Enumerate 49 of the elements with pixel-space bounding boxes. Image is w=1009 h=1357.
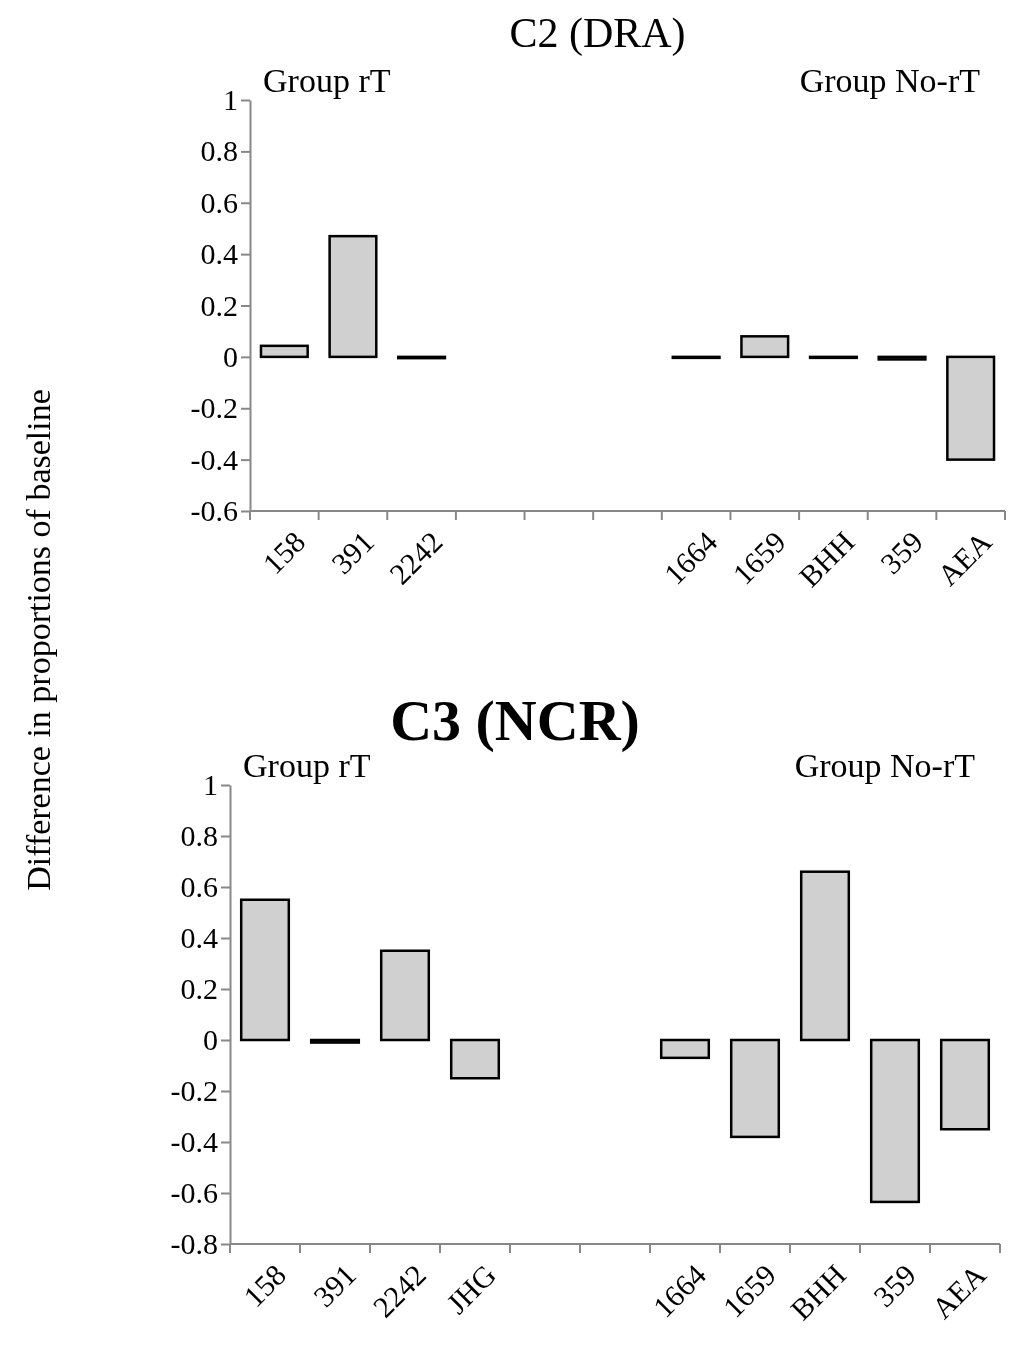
- x-tick-label: 391: [306, 1257, 363, 1313]
- bar: [659, 1038, 711, 1060]
- bar: [740, 335, 790, 359]
- y-tick-label: 1: [223, 83, 238, 117]
- y-tick-label: -0.2: [190, 391, 238, 425]
- x-tick-label: 391: [324, 524, 381, 580]
- y-tick-label: 0.8: [180, 819, 218, 853]
- bar: [799, 870, 851, 1042]
- chart-title: C3 (NCR): [390, 688, 640, 753]
- chart-title: C2 (DRA): [509, 10, 686, 57]
- bar: [449, 1038, 501, 1080]
- text: Group rT: [243, 747, 371, 784]
- x-tick-label: 158: [256, 524, 312, 580]
- bar: [259, 344, 309, 359]
- bar: [869, 1038, 921, 1204]
- bar: [877, 355, 927, 361]
- bar: [239, 898, 291, 1042]
- y-tick-label: 0.4: [180, 921, 218, 955]
- x-tick-label: 359: [866, 1257, 923, 1313]
- y-tick-label: 0.6: [180, 870, 218, 904]
- y-tick-label: 0.8: [200, 134, 238, 168]
- y-tick-label: -0.4: [190, 442, 238, 476]
- x-tick-label: JHG: [439, 1257, 503, 1320]
- text: Group No-rT: [799, 62, 981, 99]
- bar: [939, 1038, 991, 1131]
- y-tick-label: -0.4: [170, 1125, 218, 1159]
- y-tick-label: 0: [223, 339, 238, 373]
- bar: [379, 949, 431, 1042]
- y-tick-label: -0.2: [170, 1074, 218, 1108]
- text: Group No-rT: [794, 747, 976, 784]
- y-tick-label: -0.6: [190, 494, 238, 528]
- y-axis-title: Difference in proportions of baseline: [20, 389, 57, 891]
- bar: [328, 234, 378, 359]
- y-tick-label: 0.2: [180, 972, 218, 1006]
- bar: [946, 355, 996, 461]
- y-tick-label: 0.2: [200, 288, 238, 322]
- y-tick-label: -0.6: [170, 1176, 218, 1210]
- y-tick-label: 1: [203, 768, 218, 802]
- x-tick-label: AEA: [930, 524, 999, 592]
- bar: [309, 1038, 361, 1044]
- x-tick-label: AEA: [925, 1257, 993, 1325]
- x-tick-label: 359: [873, 524, 930, 580]
- bar: [729, 1038, 781, 1139]
- x-tick-label: 158: [236, 1257, 293, 1313]
- y-tick-label: 0: [203, 1023, 218, 1057]
- y-tick-label: 0.6: [200, 185, 238, 219]
- text: Group rT: [263, 62, 391, 99]
- y-tick-label: -0.8: [170, 1227, 218, 1261]
- y-tick-label: 0.4: [200, 237, 238, 271]
